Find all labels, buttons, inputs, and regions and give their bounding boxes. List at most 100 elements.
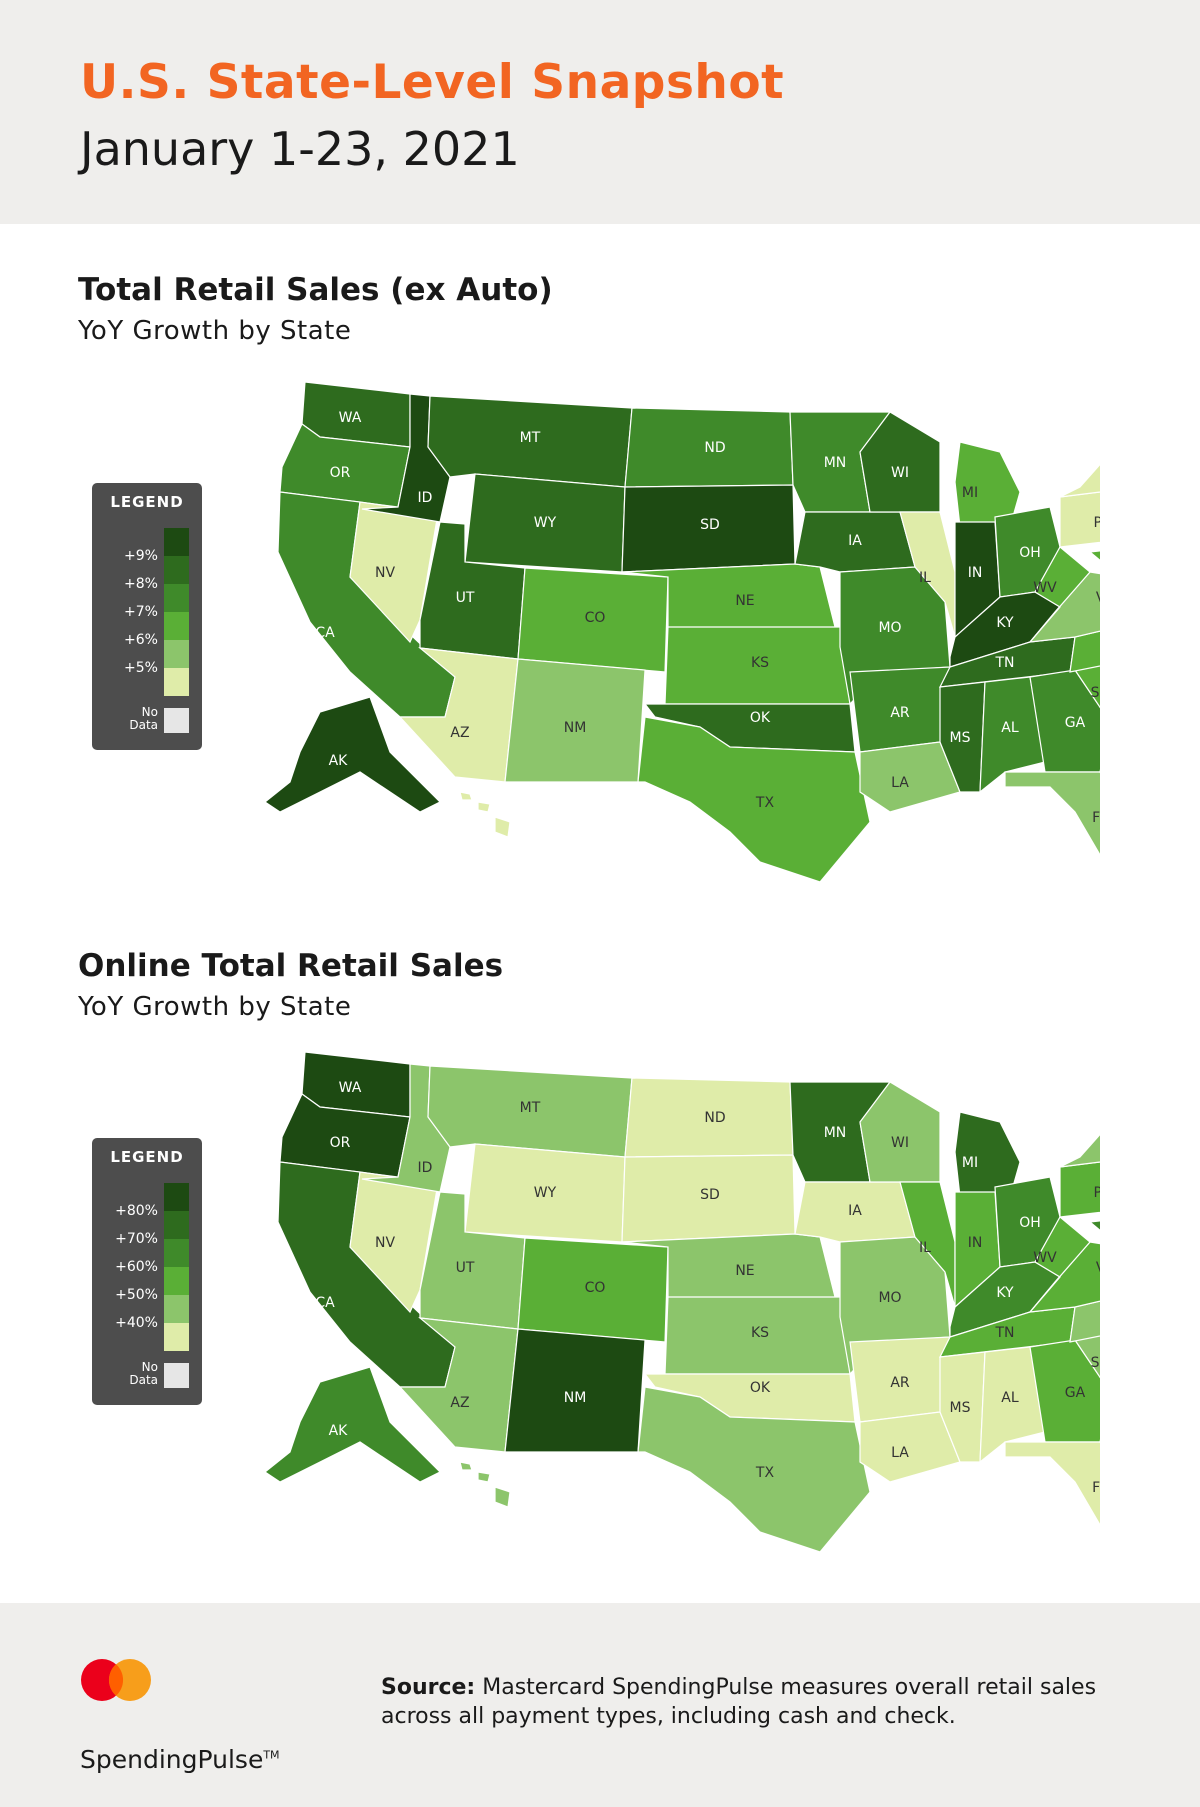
- state-label-wv: WV: [1033, 1250, 1057, 1266]
- state-nc: [1069, 1300, 1100, 1343]
- legend-no-data-label: No Data: [129, 1360, 158, 1387]
- state-label-ga: GA: [1065, 1385, 1086, 1401]
- state-label-ar: AR: [890, 705, 910, 721]
- date-range: January 1-23, 2021: [80, 122, 520, 176]
- legend-swatch: [164, 640, 189, 668]
- state-label-sc: SC: [1091, 1355, 1100, 1371]
- footer: SpendingPulseTM Source: Mastercard Spend…: [0, 1603, 1200, 1807]
- state-label-al: AL: [1001, 720, 1019, 736]
- state-label-oh: OH: [1019, 545, 1041, 561]
- state-label-fl: FL: [1092, 810, 1100, 826]
- state-label-mn: MN: [824, 455, 847, 471]
- state-label-ms: MS: [950, 730, 971, 746]
- state-label-tx: TX: [755, 795, 775, 811]
- state-label-la: LA: [891, 775, 909, 791]
- state-label-mn: MN: [824, 1125, 847, 1141]
- legend-no-data-label: No Data: [129, 705, 158, 732]
- state-label-al: AL: [1001, 1390, 1019, 1406]
- state-label-wy: WY: [534, 1185, 557, 1201]
- state-label-mt: MT: [520, 1100, 541, 1116]
- state-label-tn: TN: [994, 1325, 1014, 1341]
- legend-label: +8%: [124, 576, 158, 592]
- state-label-pa: PA: [1093, 515, 1100, 531]
- state-ga: [1029, 1339, 1100, 1443]
- legend-swatch: [164, 528, 189, 556]
- state-label-ia: IA: [848, 533, 862, 549]
- state-label-il: IL: [919, 1240, 931, 1256]
- state-label-wv: WV: [1033, 580, 1057, 596]
- legend-no-data-swatch: [164, 708, 189, 733]
- state-label-az: AZ: [450, 725, 469, 741]
- state-label-wy: WY: [534, 515, 557, 531]
- state-label-ky: KY: [996, 615, 1014, 631]
- state-fl: [1004, 771, 1100, 857]
- state-label-nd: ND: [704, 1110, 725, 1126]
- state-va: [1028, 571, 1100, 643]
- state-tx: [637, 716, 871, 883]
- legend-title: LEGEND: [110, 1148, 184, 1166]
- state-label-mt: MT: [520, 430, 541, 446]
- state-label-va: VA: [1096, 590, 1100, 606]
- page-title: U.S. State-Level Snapshot: [80, 55, 785, 110]
- state-label-ia: IA: [848, 1203, 862, 1219]
- state-ms: [939, 681, 986, 793]
- map-1: WA OR CA NV ID MT WY UT AZ CO NM ND SD NE KS OK TX MN IA MO…: [260, 372, 1100, 892]
- state-label-nm: NM: [564, 1390, 587, 1406]
- state-co: [517, 1237, 669, 1343]
- state-ny: [1059, 1133, 1100, 1168]
- state-tx: [637, 1386, 871, 1553]
- map-2-legend: LEGEND +80% +70% +60% +50% +40% No Data: [92, 1138, 202, 1405]
- state-label-ut: UT: [456, 1260, 475, 1276]
- state-ny: [1059, 463, 1100, 498]
- state-label-in: IN: [968, 565, 983, 581]
- legend-no-data-swatch: [164, 1363, 189, 1388]
- state-label-tn: TN: [994, 655, 1014, 671]
- state-label-nv: NV: [375, 1235, 395, 1251]
- state-label-nd: ND: [704, 440, 725, 456]
- state-label-ut: UT: [456, 590, 475, 606]
- state-label-il: IL: [919, 570, 931, 586]
- state-pa: [1059, 491, 1100, 548]
- state-label-pa: PA: [1093, 1185, 1100, 1201]
- legend-label: +50%: [115, 1287, 158, 1303]
- state-label-mo: MO: [878, 1290, 901, 1306]
- state-label-tx: TX: [755, 1465, 775, 1481]
- state-label-ar: AR: [890, 1375, 910, 1391]
- state-ga: [1029, 669, 1100, 773]
- state-label-wi: WI: [891, 465, 909, 481]
- state-al: [979, 1346, 1046, 1464]
- state-md: [1088, 550, 1100, 562]
- state-label-la: LA: [891, 1445, 909, 1461]
- state-label-va: VA: [1096, 1260, 1100, 1276]
- state-label-wa: WA: [339, 410, 362, 426]
- state-label-ok: OK: [750, 1380, 771, 1396]
- legend-title: LEGEND: [110, 493, 184, 511]
- header: U.S. State-Level Snapshot January 1-23, …: [0, 0, 1200, 224]
- state-label-ga: GA: [1065, 715, 1086, 731]
- legend-swatch: [164, 1183, 189, 1211]
- legend-label: +40%: [115, 1315, 158, 1331]
- state-nc: [1069, 630, 1100, 673]
- legend-label: +6%: [124, 632, 158, 648]
- legend-swatch: [164, 584, 189, 612]
- state-label-sd: SD: [700, 517, 720, 533]
- legend-label: +9%: [124, 548, 158, 564]
- state-la: [859, 1411, 961, 1483]
- state-label-oh: OH: [1019, 1215, 1041, 1231]
- state-label-or: OR: [330, 465, 351, 481]
- state-label-ak: AK: [329, 1423, 349, 1439]
- state-label-wi: WI: [891, 1135, 909, 1151]
- state-pa: [1059, 1161, 1100, 1218]
- map-1-svg: WA OR CA NV ID MT WY UT AZ CO NM ND SD NE KS OK TX MN IA MO…: [263, 381, 1100, 883]
- state-md: [1088, 1220, 1100, 1232]
- state-label-co: CO: [585, 610, 606, 626]
- state-label-ky: KY: [996, 1285, 1014, 1301]
- legend-swatch: [164, 1267, 189, 1295]
- state-sc: [1073, 1334, 1100, 1379]
- state-ak: [263, 1366, 442, 1483]
- state-label-nm: NM: [564, 720, 587, 736]
- state-label-ne: NE: [735, 593, 754, 609]
- state-al: [979, 676, 1046, 794]
- state-label-mi: MI: [962, 1155, 978, 1171]
- state-label-mo: MO: [878, 620, 901, 636]
